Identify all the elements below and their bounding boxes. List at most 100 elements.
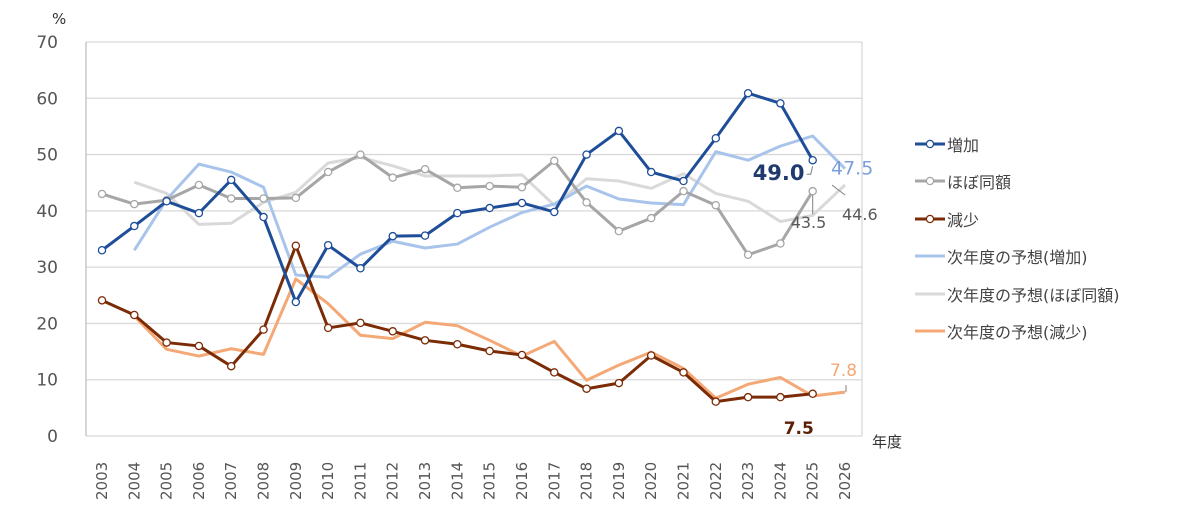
data-point: [162, 338, 171, 347]
y-tick-label: 40: [36, 202, 58, 222]
data-point: [420, 336, 430, 345]
data-point: [485, 203, 494, 213]
data-point: [130, 199, 139, 209]
gridlines: [85, 41, 863, 437]
legend-item-forecast-increase[interactable]: 次年度の予想(増加): [915, 238, 1120, 276]
x-tick-label: 2022: [707, 462, 725, 500]
series-1: [97, 150, 817, 260]
data-point: [582, 384, 591, 393]
series-3: [133, 134, 847, 279]
data-point: [711, 200, 721, 210]
series-line: [133, 155, 847, 226]
data-point: [259, 212, 268, 222]
data-point: [582, 150, 591, 159]
series-line: [133, 134, 847, 279]
data-point: [808, 186, 817, 196]
series-line: [101, 91, 814, 304]
data-point: [388, 327, 397, 336]
data-point: [323, 323, 333, 333]
data-point: [517, 198, 527, 208]
x-tick-label: 2026: [836, 462, 854, 500]
data-point: [614, 226, 624, 236]
data-point: [743, 392, 753, 402]
legend-line-icon: [915, 254, 945, 258]
legend-label: 次年度の予想(増加): [947, 248, 1088, 268]
data-point: [776, 239, 785, 248]
legend-item-increase[interactable]: 増加: [915, 125, 1120, 163]
y-axis-unit-label: %: [52, 10, 66, 28]
legend-label: 減少: [947, 210, 980, 230]
data-label: 49.0: [753, 161, 805, 185]
data-point: [679, 368, 688, 377]
data-point: [808, 155, 817, 165]
data-point: [582, 198, 591, 207]
data-point: [453, 340, 462, 349]
data-point: [517, 350, 527, 360]
y-tick-label: 10: [36, 371, 58, 391]
data-point: [323, 167, 333, 177]
series-4: [133, 155, 847, 226]
series-line: [133, 277, 846, 400]
legend-label: 次年度の予想(減少): [947, 323, 1088, 343]
x-tick-label: 2023: [739, 462, 757, 500]
data-label: 43.5: [791, 213, 827, 232]
data-point: [550, 156, 559, 166]
x-tick-label: 2018: [578, 462, 596, 500]
data-point: [420, 164, 430, 174]
y-tick-label: 70: [36, 33, 58, 53]
data-point: [194, 180, 204, 190]
legend-line-icon: [915, 329, 945, 333]
data-point: [517, 182, 527, 192]
data-point: [194, 208, 204, 218]
data-point: [323, 240, 333, 250]
legend-item-decrease[interactable]: 減少: [915, 200, 1120, 238]
data-point: [97, 296, 107, 305]
x-tick-label: 2021: [674, 462, 692, 500]
data-point: [711, 133, 721, 143]
y-tick-label: 30: [36, 258, 58, 278]
legend-marker-circle-icon: [915, 214, 945, 223]
data-point: [646, 351, 656, 360]
data-point: [776, 392, 785, 402]
data-point: [356, 264, 365, 273]
data-point: [388, 231, 397, 241]
series-5: [133, 277, 846, 400]
annotation-leader-line: [831, 184, 846, 196]
data-point: [226, 361, 236, 371]
y-tick-label: 50: [36, 146, 58, 166]
x-tick-label: 2024: [771, 462, 789, 500]
legend-item-forecast-same[interactable]: 次年度の予想(ほぼ同額): [915, 275, 1120, 313]
x-tick-label: 2008: [255, 462, 273, 500]
series-lines: [97, 88, 847, 406]
x-tick-label: 2020: [642, 462, 660, 500]
data-point: [614, 126, 624, 136]
data-point: [679, 176, 688, 186]
data-point: [743, 250, 753, 260]
data-point: [291, 193, 301, 203]
y-tick-label: 20: [36, 314, 58, 334]
data-point: [711, 397, 721, 406]
legend-item-same[interactable]: ほぼ同額: [915, 163, 1120, 201]
y-tick-label: 60: [36, 89, 58, 109]
data-point: [550, 368, 559, 377]
legend-item-forecast-decrease[interactable]: 次年度の予想(減少): [915, 313, 1120, 351]
annotation-leader-line: [806, 166, 814, 175]
data-point: [776, 99, 785, 108]
x-tick-label: 2015: [481, 462, 499, 500]
data-point: [356, 318, 365, 328]
data-point: [679, 186, 688, 196]
x-tick-label: 2025: [804, 462, 822, 500]
data-point: [194, 341, 204, 351]
data-point: [388, 173, 397, 182]
legend-label: 増加: [947, 135, 980, 155]
data-point: [356, 150, 365, 159]
data-label: 7.8: [830, 361, 857, 381]
x-tick-label: 2014: [448, 462, 466, 500]
legend-marker-circle-icon: [915, 177, 945, 186]
y-tick-label: 0: [47, 427, 58, 447]
x-tick-label: 2006: [190, 462, 208, 500]
legend-label: 次年度の予想(ほぼ同額): [947, 285, 1120, 305]
data-point: [420, 231, 430, 240]
data-point: [291, 241, 301, 251]
